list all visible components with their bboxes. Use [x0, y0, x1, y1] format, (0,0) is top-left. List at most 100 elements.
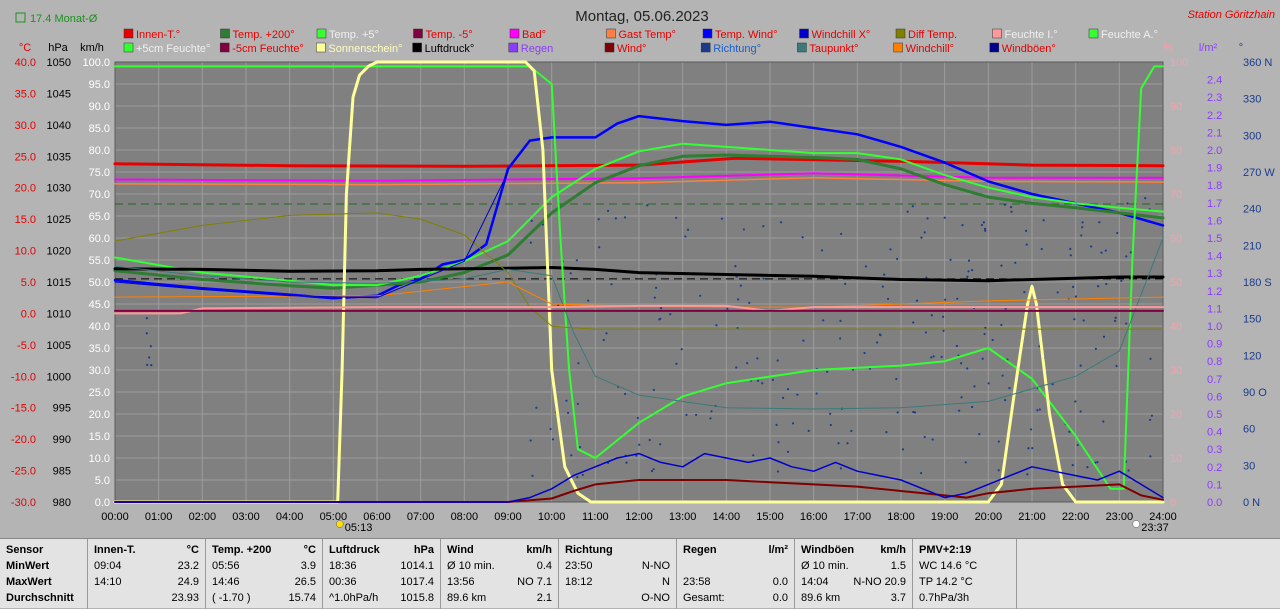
direction-dot	[646, 204, 649, 207]
direction-dot	[1038, 408, 1041, 411]
direction-dot	[148, 356, 151, 359]
direction-dot	[761, 382, 764, 385]
direction-dot	[1000, 323, 1003, 327]
stats-cell-left: 18:36	[329, 560, 357, 572]
direction-dot	[931, 438, 934, 441]
legend-label: Windchill X°	[812, 29, 871, 41]
direction-dot	[726, 307, 729, 310]
sunrise-icon	[336, 520, 344, 528]
dir-tick-label: 90 O	[1243, 387, 1267, 399]
temp-tick-label: -5.0	[17, 340, 36, 352]
x-tick-label: 10:00	[538, 511, 566, 523]
direction-dot	[913, 411, 917, 414]
legend-label: Bad°	[522, 29, 546, 41]
rain-tick-label: 0.9	[1207, 339, 1222, 351]
x-tick-label: 11:00	[582, 511, 609, 523]
kmh-tick-label: 85.0	[89, 123, 110, 135]
pct-tick-label: 100	[1170, 57, 1188, 69]
rain-tick-label: 0.3	[1207, 444, 1222, 456]
stats-cell-left: 00:36	[329, 576, 357, 588]
direction-dot	[1114, 316, 1117, 319]
direction-dot	[531, 474, 534, 477]
pct-tick-label: 50	[1170, 277, 1182, 289]
legend-swatch	[1088, 28, 1099, 39]
legend-swatch	[509, 28, 520, 39]
direction-dot	[565, 399, 568, 402]
direction-dot	[822, 319, 825, 322]
stats-cell-right: 23.93	[171, 592, 199, 604]
direction-dot	[1056, 291, 1059, 294]
direction-dot	[997, 440, 1000, 443]
monthly-avg-checkbox[interactable]	[15, 12, 26, 23]
stats-cell-left: 14:46	[212, 576, 240, 588]
kmh-tick-label: 90.0	[89, 101, 110, 113]
x-tick-label: 05:00	[320, 511, 348, 523]
kmh-tick-label: 0.0	[95, 497, 110, 509]
kmh-tick-label: 10.0	[89, 453, 110, 465]
hpa-tick-label: 1045	[47, 88, 71, 100]
temp-tick-label: 15.0	[15, 214, 36, 226]
rain-tick-label: 1.7	[1207, 198, 1222, 210]
stats-cell-left: TP 14.2 °C	[919, 576, 973, 588]
stats-column-name: Temp. +200	[212, 544, 272, 556]
direction-dot	[569, 272, 572, 275]
stats-cell-right: N-NO	[641, 560, 670, 572]
direction-dot	[1115, 364, 1118, 368]
stats-cell-right: 24.9	[177, 576, 199, 588]
series-line	[114, 452, 1164, 503]
direction-dot	[1081, 221, 1084, 224]
axis-unit-temp: °C	[19, 42, 31, 54]
temp-tick-label: 5.0	[21, 277, 36, 289]
dir-tick-label: 210	[1243, 240, 1261, 252]
direction-dot	[1098, 221, 1101, 224]
direction-dot	[659, 443, 662, 446]
direction-dot	[1125, 255, 1128, 258]
direction-dot	[576, 476, 579, 479]
direction-dot	[576, 402, 579, 406]
direction-dot	[895, 377, 898, 381]
temp-tick-label: -15.0	[11, 403, 36, 415]
direction-dot	[659, 307, 663, 310]
direction-dot	[1076, 443, 1079, 447]
direction-dot	[997, 469, 1000, 472]
direction-dot	[984, 326, 987, 329]
direction-dot	[710, 410, 713, 413]
legend-label: Feuchte A.°	[1101, 29, 1158, 41]
direction-dot	[635, 454, 638, 457]
dir-tick-label: 360 N	[1243, 57, 1272, 69]
stats-column-name: Wind	[447, 544, 474, 556]
pct-tick-label: 90	[1170, 101, 1182, 113]
legend-label: Innen-T.°	[136, 29, 180, 41]
rain-tick-label: 0.2	[1207, 462, 1222, 474]
direction-dot	[863, 351, 866, 355]
stats-column: Wind km/h Ø 10 min. 0.4 13:56 NO 7.1 89.6 km 2.…	[441, 539, 559, 609]
direction-dot	[684, 235, 687, 238]
legend-label: Windböen°	[1002, 43, 1056, 55]
hpa-tick-label: 985	[53, 466, 71, 478]
direction-dot	[541, 223, 545, 226]
stats-cell-right: O-NO	[641, 592, 670, 604]
kmh-tick-label: 15.0	[89, 431, 110, 443]
hpa-tick-label: 1050	[47, 57, 71, 69]
stats-column-name: Luftdruck	[329, 544, 380, 556]
kmh-tick-label: 65.0	[89, 211, 110, 223]
direction-dot	[983, 227, 987, 231]
stats-table: Sensor MinWert MaxWert Durchschnitt Inne…	[0, 538, 1280, 609]
direction-dot	[606, 209, 610, 212]
series-line	[113, 266, 1165, 283]
direction-dot	[149, 345, 152, 348]
direction-dot	[625, 461, 628, 464]
rain-tick-label: 1.8	[1207, 180, 1222, 192]
series-line	[114, 171, 509, 299]
x-tick-label: 18:00	[887, 511, 915, 523]
direction-dot	[1150, 414, 1153, 417]
direction-dot	[638, 443, 641, 446]
direction-dot	[756, 357, 759, 360]
direction-dot	[875, 341, 879, 344]
direction-dot	[680, 348, 683, 351]
stats-column-unit: l/m²	[768, 544, 788, 556]
direction-dot	[879, 334, 882, 337]
series-line	[114, 142, 1164, 287]
direction-dot	[566, 411, 570, 414]
legend-swatch	[992, 28, 1002, 39]
